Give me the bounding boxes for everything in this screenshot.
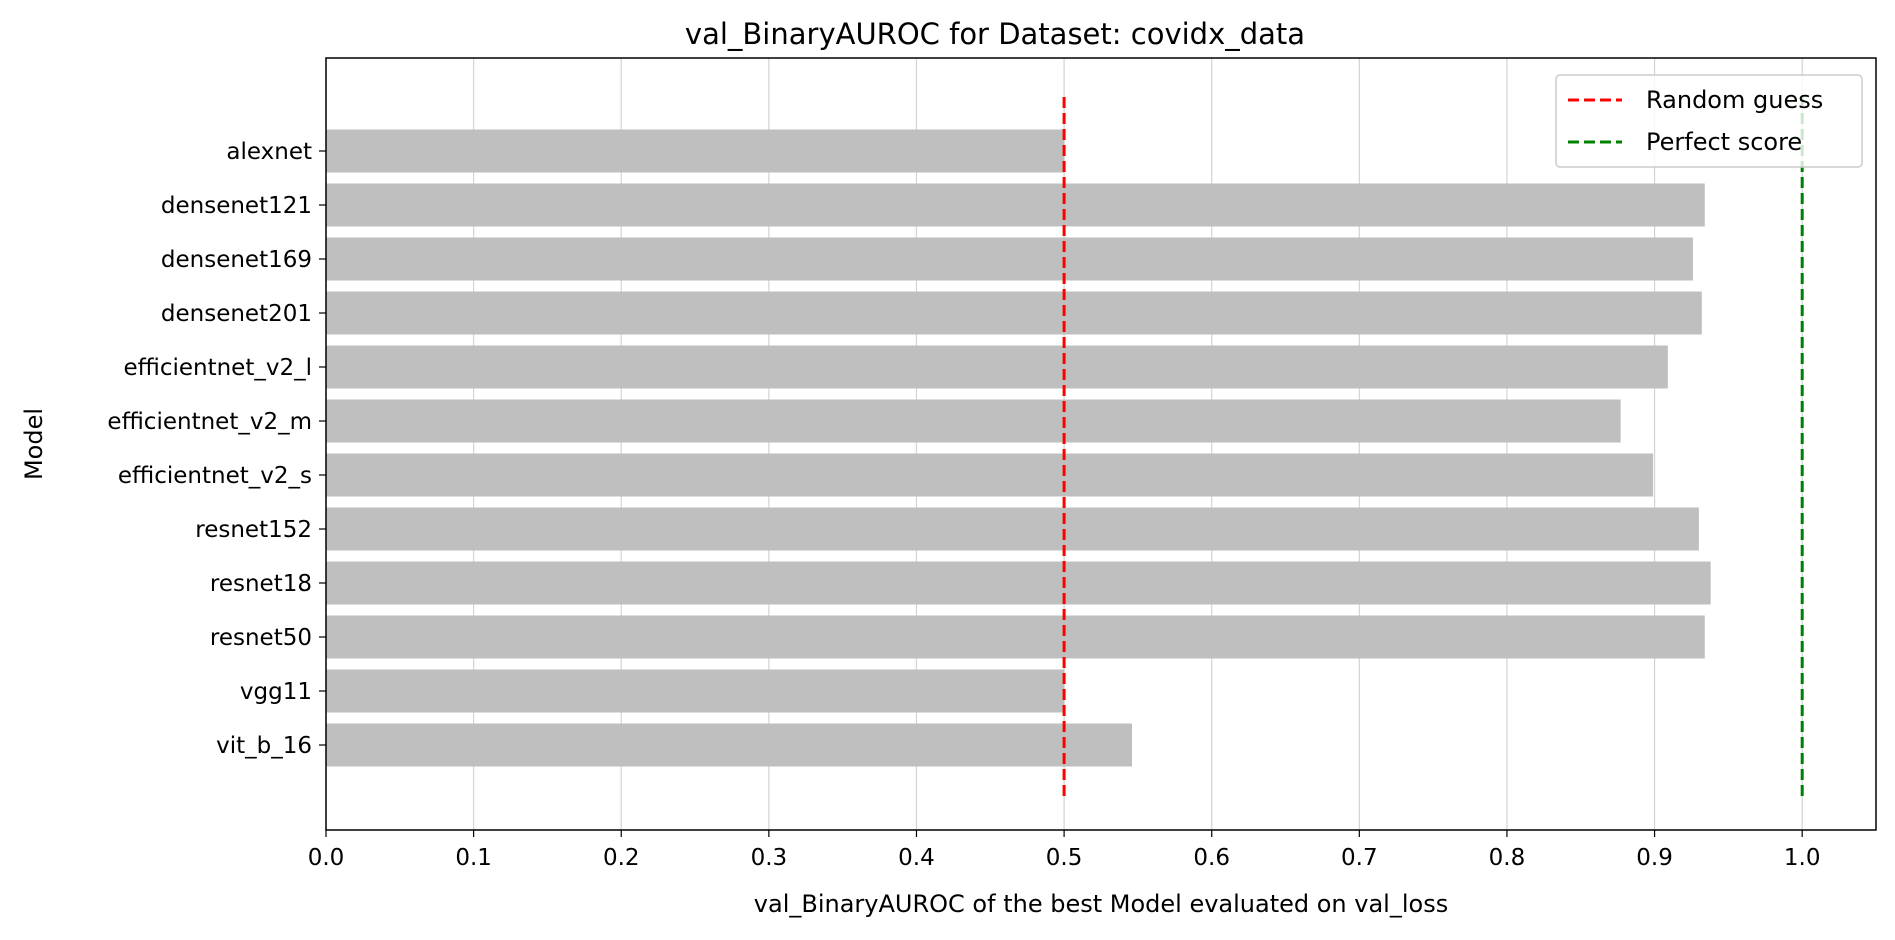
bar-vgg11 bbox=[326, 669, 1065, 713]
bar-efficientnet_v2_m bbox=[326, 399, 1621, 443]
y-tick-label: resnet152 bbox=[195, 517, 312, 543]
y-tick-label: densenet121 bbox=[161, 193, 312, 219]
legend-box bbox=[1555, 74, 1863, 168]
x-tick-label: 0.9 bbox=[1636, 845, 1673, 871]
x-tick-label: 0.3 bbox=[751, 845, 788, 871]
x-tick-label: 0.0 bbox=[308, 845, 345, 871]
legend-label-perfect-score: Perfect score bbox=[1646, 128, 1802, 156]
plot-frame bbox=[325, 57, 1877, 831]
bar-efficientnet_v2_s bbox=[326, 453, 1654, 497]
y-tick-label: densenet169 bbox=[161, 247, 312, 273]
legend: Random guess Perfect score bbox=[1555, 74, 1863, 168]
x-tick-label: 0.7 bbox=[1341, 845, 1378, 871]
bar-densenet169 bbox=[326, 237, 1693, 281]
bar-densenet201 bbox=[326, 291, 1702, 335]
bars bbox=[326, 129, 1711, 767]
x-tick-label: 1.0 bbox=[1784, 845, 1821, 871]
x-tick-label: 0.4 bbox=[898, 845, 935, 871]
y-ticks: alexnet densenet121 densenet169 densenet201… bbox=[107, 139, 326, 759]
y-tick-label: vgg11 bbox=[240, 679, 312, 705]
bar-efficientnet_v2_l bbox=[326, 345, 1668, 389]
bar-resnet18 bbox=[326, 561, 1711, 605]
x-tick-label: 0.6 bbox=[1193, 845, 1230, 871]
y-axis-label: Model bbox=[20, 408, 48, 480]
x-tick-label: 0.8 bbox=[1489, 845, 1526, 871]
x-tick-label: 0.5 bbox=[1046, 845, 1083, 871]
y-tick-label: resnet50 bbox=[210, 625, 312, 651]
reference-lines bbox=[1062, 97, 1804, 796]
x-axis-label: val_BinaryAUROC of the best Model evalua… bbox=[754, 890, 1448, 918]
y-tick-label: alexnet bbox=[226, 139, 312, 165]
chart-title: val_BinaryAUROC for Dataset: covidx_data bbox=[685, 17, 1305, 51]
bar-vit_b_16 bbox=[326, 723, 1132, 767]
y-tick-label: densenet201 bbox=[161, 301, 312, 327]
legend-label-random-guess: Random guess bbox=[1646, 86, 1823, 114]
bar-densenet121 bbox=[326, 183, 1705, 227]
y-tick-label: efficientnet_v2_s bbox=[118, 463, 312, 489]
y-tick-label: efficientnet_v2_m bbox=[107, 409, 312, 435]
x-ticks: 0.0 0.1 0.2 0.3 0.4 0.5 0.6 0.7 0.8 0.9 1.0 bbox=[308, 830, 1821, 871]
x-tick-label: 0.2 bbox=[603, 845, 640, 871]
bar-alexnet bbox=[326, 129, 1065, 173]
x-tick-label: 0.1 bbox=[455, 845, 492, 871]
y-tick-label: resnet18 bbox=[210, 571, 312, 597]
y-tick-label: efficientnet_v2_l bbox=[123, 355, 312, 381]
bar-resnet50 bbox=[326, 615, 1705, 659]
y-tick-label: vit_b_16 bbox=[216, 733, 312, 759]
bar-resnet152 bbox=[326, 507, 1699, 551]
